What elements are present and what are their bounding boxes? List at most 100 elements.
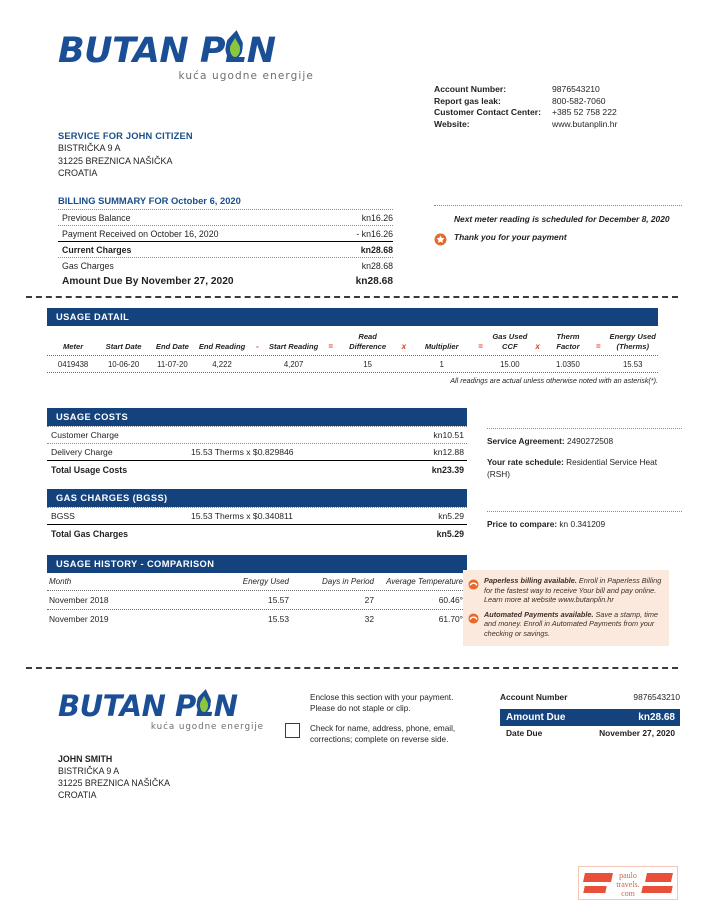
note-thank-you: Thank you for your payment: [434, 232, 682, 246]
table-row: November 2019 15.53 32 61.70°: [47, 609, 467, 628]
operator-equals-icon: =: [328, 341, 333, 351]
row-detail: [191, 430, 394, 440]
row-label: Delivery Charge: [51, 447, 113, 457]
cell-energy-used: 15.57: [268, 595, 289, 605]
swirl-icon: [468, 577, 479, 590]
billing-row-payment-received: Payment Received on October 16, 2020 - k…: [58, 225, 393, 241]
corrections-checkbox[interactable]: [285, 723, 300, 738]
gas-charge-total-row: Total Gas Charges kn5.29: [47, 524, 467, 542]
col-header-therm-factor: Therm Factor: [556, 332, 580, 351]
cell-month: November 2019: [49, 614, 109, 624]
total-amount: kn23.39: [431, 465, 464, 475]
col-header-average-temperature: Average Temperature: [386, 577, 463, 586]
row-detail: 15.53 Therms x $0.340811: [191, 511, 293, 521]
usage-cost-row-customer-charge: Customer Charge kn10.51: [47, 426, 467, 443]
stub-address-line-3: CROATIA: [58, 790, 97, 800]
company-logo: BUTAN PLN kuća ugodne energije: [58, 34, 318, 96]
flame-icon: [197, 689, 211, 714]
usage-costs-section: USAGE COSTS Customer Charge kn10.51 Deli…: [47, 408, 467, 478]
cell-start-date: 10-06-20: [107, 359, 140, 369]
cell-month: November 2018: [49, 595, 109, 605]
promo-text: Automated Payments available. Save a sta…: [484, 610, 662, 639]
logo-tagline: kuća ugodne energije: [178, 70, 314, 82]
usage-history-header: USAGE HISTORY - COMPARISON: [47, 555, 467, 573]
col-header-end-date: End Date: [155, 341, 189, 351]
stub-logo: BUTAN PLN kuća ugodne energije: [58, 692, 268, 742]
stub-instructions: Enclose this section with your payment. …: [310, 692, 485, 745]
stub-account-number-label: Account Number: [500, 692, 568, 702]
promo-title: Automated Payments available.: [484, 609, 594, 619]
next-meter-reading-text: Next meter reading is scheduled for Dece…: [454, 214, 670, 224]
promo-title: Paperless billing available.: [484, 576, 577, 585]
contact-row-account-number: Account Number: 9876543210: [434, 84, 679, 96]
cell-days: 32: [364, 614, 374, 624]
cell-meter: 0419438: [57, 359, 89, 369]
gas-charge-row-bgss: BGSS 15.53 Therms x $0.340811 kn5.29: [47, 507, 467, 524]
amount-due-value: kn28.68: [638, 712, 675, 723]
row-detail: 15.53 Therms x $0.829846: [191, 447, 294, 457]
stub-account-number-value: 9876543210: [633, 692, 680, 702]
col-header-start-reading: Start Reading: [268, 341, 319, 351]
col-header-energy-used: Energy Used (Therms): [609, 332, 656, 351]
cell-gas-used-ccf: 15.00: [500, 359, 520, 369]
operator-minus-icon: -: [256, 341, 259, 351]
billing-summary: BILLING SUMMARY FOR October 6, 2020 Prev…: [58, 195, 393, 290]
usage-history-column-headers: Month Energy Used Days in Period Average…: [47, 573, 467, 590]
cell-start-reading: 4,207: [283, 359, 304, 369]
watermark-line-3: com: [621, 889, 635, 898]
operator-multiply-icon: x: [401, 341, 407, 351]
promo-text: Paperless billing available. Enroll in P…: [484, 576, 662, 605]
stub-notes-line-4: corrections; complete on reverse side.: [310, 735, 449, 744]
service-address-line-3: CROATIA: [58, 168, 98, 179]
operator-equals-icon-3: =: [595, 341, 601, 351]
logo-wordmark: BUTAN PLN: [58, 34, 318, 69]
row-label: Gas Charges: [62, 260, 114, 271]
cell-end-date: 11-07-20: [157, 359, 188, 369]
col-header-month: Month: [49, 577, 72, 586]
divider: [487, 428, 682, 429]
contact-label: Report gas leak:: [434, 95, 501, 106]
price-to-compare-value: kn 0.341209: [559, 519, 606, 529]
stub-account-number-row: Account Number 9876543210: [500, 692, 680, 702]
stub-logo-wordmark: BUTAN PLN: [58, 692, 268, 721]
contact-info-block: Account Number: 9876543210 Report gas le…: [434, 84, 679, 130]
service-address-line-2: 31225 BREZNICA NAŠIČKA: [58, 155, 173, 166]
contact-label: Website:: [434, 118, 470, 129]
col-header-gas-used-ccf: Gas Used CCF: [492, 332, 528, 351]
contact-value-website[interactable]: www.butanplin.hr: [552, 118, 618, 129]
row-label: Amount Due By November 27, 2020: [62, 276, 234, 287]
service-address-block: SERVICE FOR JOHN CITIZEN BISTRIČKA 9 A 3…: [58, 130, 388, 180]
usage-detail-footnote: All readings are actual unless otherwise…: [450, 376, 658, 385]
col-header-multiplier: Multiplier: [424, 341, 459, 351]
col-header-read-difference: Read Difference: [349, 332, 387, 351]
table-row: November 2018 15.57 27 60.46°: [47, 590, 467, 609]
row-label: BGSS: [51, 511, 75, 521]
row-label: Previous Balance: [62, 212, 131, 223]
watermark-line-2: travels.: [616, 880, 640, 889]
stub-customer-address: JOHN SMITH BISTRIČKA 9 A 31225 BREZNICA …: [58, 753, 170, 801]
col-header-days-in-period: Days in Period: [321, 577, 374, 586]
contact-row-report-gas-leak: Report gas leak: 800-582-7060: [434, 96, 679, 108]
service-agreement-line: Service Agreement: 2490272508: [487, 435, 682, 447]
contact-value: +385 52 758 222: [552, 107, 617, 118]
perforation-line-bottom: [26, 667, 678, 669]
date-due-label: Date Due: [506, 728, 543, 738]
total-amount: kn5.29: [436, 529, 464, 539]
row-amount: kn5.29: [438, 511, 464, 521]
amount-due-label: Amount Due: [506, 712, 566, 723]
perforation-line-top: [26, 296, 678, 298]
note-next-meter-reading: Next meter reading is scheduled for Dece…: [434, 214, 682, 225]
gas-charges-section: GAS CHARGES (BGSS) BGSS 15.53 Therms x $…: [47, 489, 467, 542]
row-label: Customer Charge: [51, 430, 119, 440]
billing-row-previous-balance: Previous Balance kn16.26: [58, 209, 393, 225]
usage-history-section: USAGE HISTORY - COMPARISON Month Energy …: [47, 555, 467, 628]
row-amount: kn10.51: [433, 430, 464, 440]
usage-cost-total-row: Total Usage Costs kn23.39: [47, 460, 467, 478]
price-to-compare-block: Price to compare: kn 0.341209: [487, 511, 682, 530]
col-header-end-reading: End Reading: [198, 341, 246, 351]
total-label: Total Usage Costs: [51, 465, 128, 475]
row-amount: kn28.68: [360, 244, 393, 255]
promo-box: Paperless billing available. Enroll in P…: [463, 570, 669, 646]
cell-multiplier: 1: [439, 359, 444, 369]
